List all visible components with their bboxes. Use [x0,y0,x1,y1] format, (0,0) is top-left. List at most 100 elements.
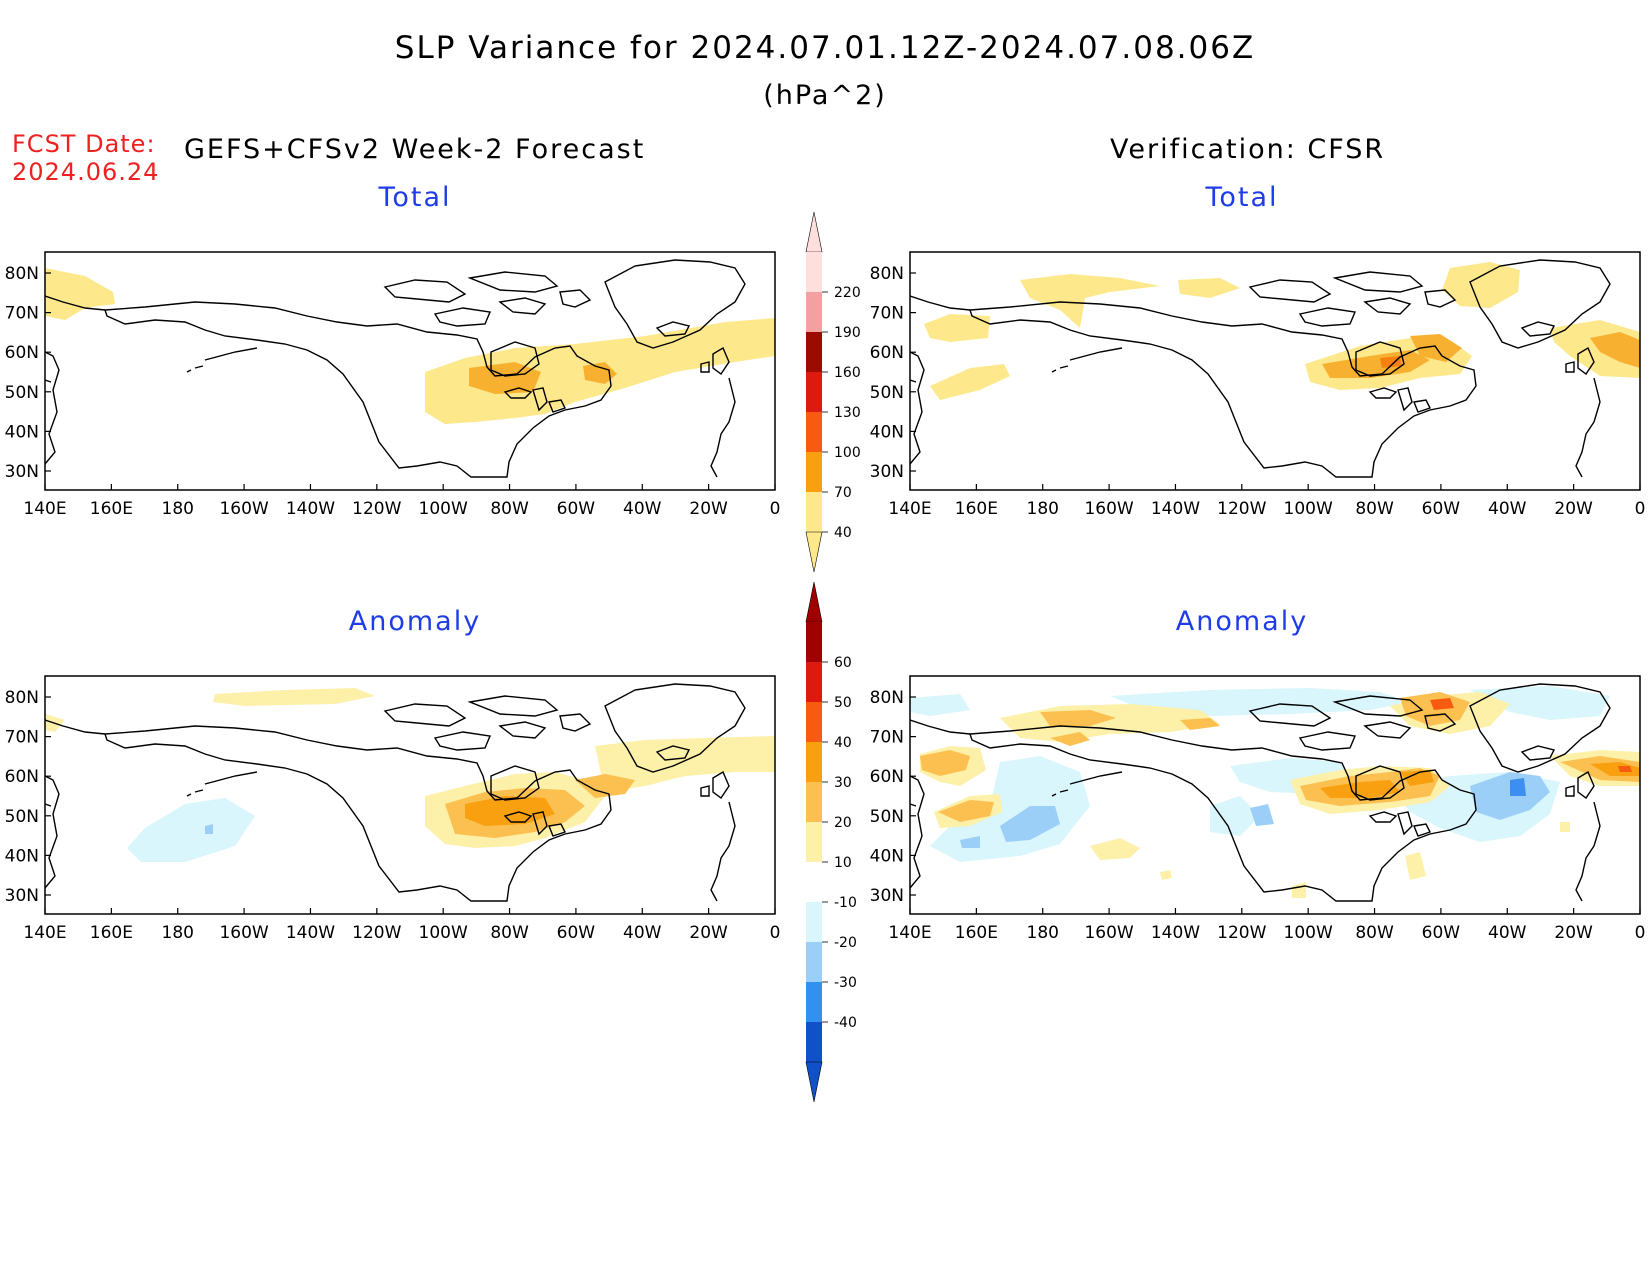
shaded-contour-a40 [1430,698,1454,710]
lon-tick-label: 40W [1488,923,1527,943]
lon-tick-label: 140E [23,499,66,519]
shaded-contour-a30 [1400,770,1434,786]
lat-tick-label: 40N [870,846,904,866]
panel-title-verification-total: Total [1205,182,1279,213]
colorbar-label: 40 [834,525,852,541]
shaded-contour-n20 [1250,804,1274,826]
colorbar-swatch [806,702,822,742]
colorbar-swatch [806,372,822,412]
shaded-contour-a10 [1160,870,1172,880]
colorbar-swatch [806,902,822,942]
lat-tick-label: 50N [5,383,39,403]
lat-tick-label: 80N [5,688,39,708]
colorbar-label: 20 [834,815,852,831]
lat-tick-label: 70N [5,728,39,748]
lat-tick-label: 50N [5,807,39,827]
lon-tick-label: 20W [1554,499,1593,519]
lon-tick-label: 40W [623,499,662,519]
shaded-contour-n20 [205,824,213,834]
lon-tick-label: 160E [90,499,133,519]
lon-tick-label: 180 [162,923,194,943]
lon-tick-label: 80W [1355,499,1394,519]
lon-tick-label: 160W [219,499,268,519]
shaded-contour-n30 [1510,778,1526,796]
lon-tick-label: 180 [162,499,194,519]
lat-tick-label: 60N [5,767,39,787]
shaded-contour-c70 [1322,350,1430,378]
lat-tick-label: 40N [5,846,39,866]
colorbar-swatch [806,412,822,452]
lon-tick-label: 140W [286,923,335,943]
lat-tick-label: 40N [5,422,39,442]
shaded-contour-a10 [1405,852,1426,880]
colorbar-swatch [806,1022,822,1062]
lon-tick-label: 160E [90,923,133,943]
colorbar-swatch [806,492,822,532]
lon-tick-label: 0 [770,923,781,943]
lat-tick-label: 80N [5,264,39,284]
colorbar-swatch [806,982,822,1022]
lon-tick-label: 40W [1488,499,1527,519]
lat-tick-label: 80N [870,688,904,708]
lon-tick-label: 80W [490,499,529,519]
colorbar-label: 220 [834,285,861,301]
colorbar-swatch [806,942,822,982]
lat-tick-label: 60N [870,343,904,363]
lon-tick-label: 160E [955,923,998,943]
lon-tick-label: 60W [557,923,596,943]
lon-tick-label: 120W [1217,923,1266,943]
map-frame [44,251,776,491]
shaded-contour-n10 [910,694,970,716]
lon-tick-label: 140W [1151,923,1200,943]
lon-tick-label: 180 [1027,923,1059,943]
lon-tick-label: 20W [689,923,728,943]
lat-tick-label: 30N [870,886,904,906]
lat-tick-label: 50N [870,383,904,403]
map-panel-verification-total: 140E 160E 180 160W 140W 120W 100W 80W 60W 40W 20W 0… [870,251,1645,519]
left-column-title: GEFS+CFSv2 Week-2 Forecast [184,134,646,165]
colorbar-swatch [806,782,822,822]
shaded-contour-a10 [213,688,375,706]
lat-tick-label: 50N [870,807,904,827]
shaded-contour-a10 [1090,838,1140,860]
lon-tick-label: 140E [888,499,931,519]
colorbar-label: 10 [834,855,852,871]
map-background [45,676,775,914]
lat-tick-label: 30N [5,462,39,482]
map-background [910,252,1640,490]
lon-tick-label: 60W [1422,499,1461,519]
lon-tick-label: 120W [1217,499,1266,519]
colorbar-label: -40 [834,1015,857,1031]
lon-tick-label: 80W [490,923,529,943]
colorbar-total: 220 190 160 130 100 70 40 [805,211,861,573]
map-frame [44,675,776,915]
shaded-contour-c40 [1178,278,1240,298]
lon-tick-label: 100W [419,499,468,519]
lat-tick-label: 70N [5,304,39,324]
colorbar-label: 70 [834,485,852,501]
shaded-contour-a30 [465,796,555,826]
colorbar-label: -30 [834,975,857,991]
colorbar-label: -10 [834,895,857,911]
colorbar-label: 60 [834,655,852,671]
shaded-contour-a20 [920,750,970,776]
shaded-contour-n20 [1000,806,1060,842]
lat-tick-label: 30N [870,462,904,482]
shaded-contour-n10 [1470,686,1610,720]
colorbar-swatch [806,822,822,862]
colorbar-swatch [806,742,822,782]
colorbar-top-arrow [805,581,823,623]
lon-tick-label: 160W [1084,923,1133,943]
map-panel-verification-anomaly: 140E 160E 180 160W 140W 120W 100W 80W 60W 40W 20W 0… [870,675,1646,943]
lon-tick-label: 160W [219,923,268,943]
shaded-contour-c40 [930,364,1010,400]
main-title: SLP Variance for 2024.07.01.12Z-2024.07.… [394,30,1256,66]
colorbar-swatch [806,622,822,662]
lon-tick-label: 80W [1355,923,1394,943]
lon-tick-label: 40W [623,923,662,943]
shaded-contour-a20 [1040,710,1116,726]
colorbar-label: 40 [834,735,852,751]
lon-tick-label: 0 [1635,923,1646,943]
lat-tick-label: 60N [5,343,39,363]
